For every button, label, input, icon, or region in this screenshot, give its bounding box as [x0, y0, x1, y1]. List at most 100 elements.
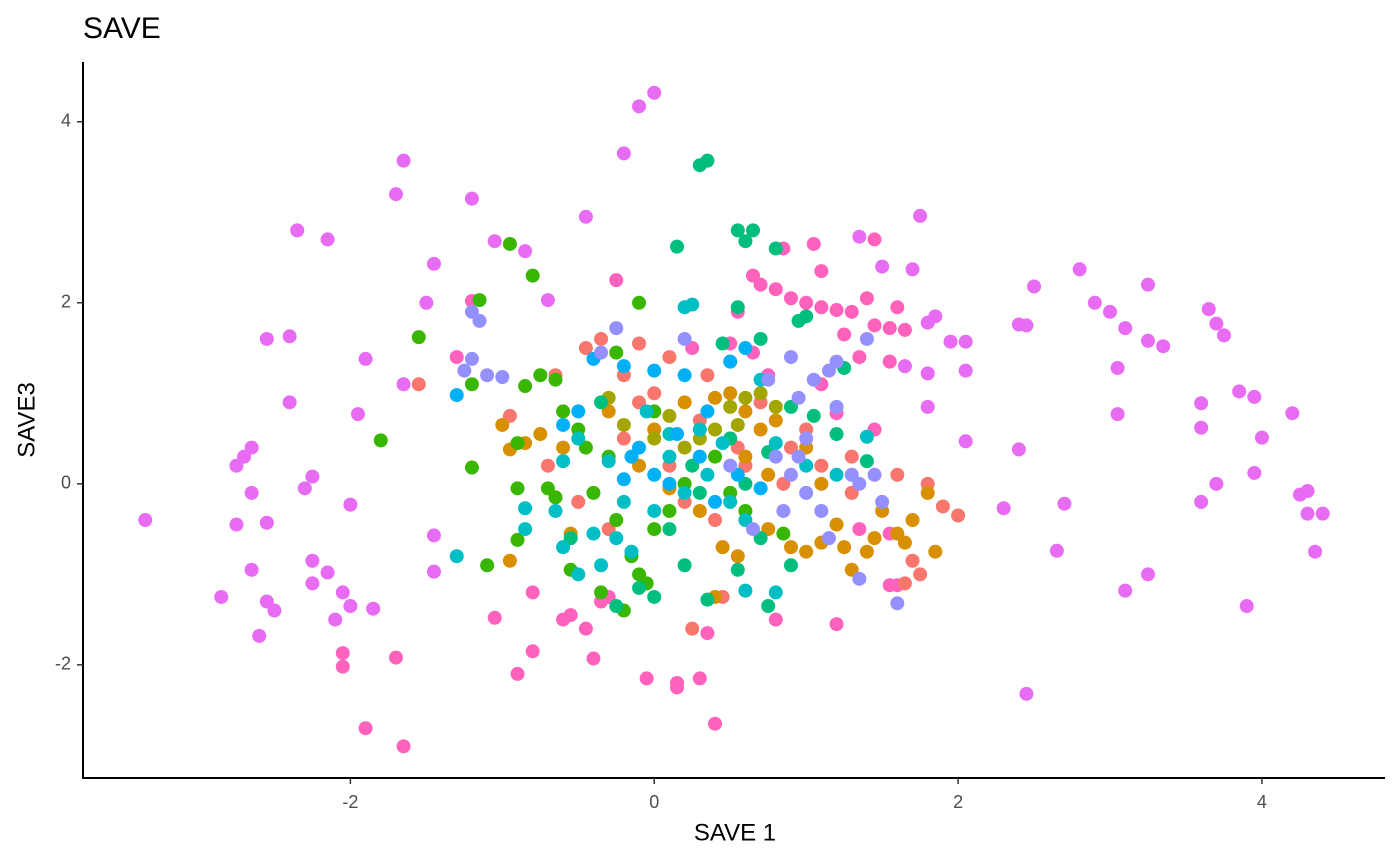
point [723, 399, 738, 414]
point [639, 671, 654, 686]
point [411, 377, 426, 392]
point [472, 313, 487, 328]
point [366, 601, 381, 616]
point [852, 571, 867, 586]
point [776, 526, 791, 541]
point [708, 716, 723, 731]
y-tick-label: 2 [61, 292, 71, 312]
point [852, 522, 867, 537]
point [700, 404, 715, 419]
y-axis-title: SAVE3 [13, 382, 40, 458]
point [426, 256, 441, 271]
point [495, 370, 510, 385]
point [768, 399, 783, 414]
point [867, 531, 882, 546]
point [290, 223, 305, 238]
point [799, 309, 814, 324]
point [586, 526, 601, 541]
point [540, 458, 555, 473]
point [1057, 496, 1072, 511]
point [388, 650, 403, 665]
point [1194, 420, 1209, 435]
point [829, 399, 844, 414]
x-tick-label: 0 [649, 792, 659, 812]
point [518, 522, 533, 537]
point [935, 499, 950, 514]
point [259, 331, 274, 346]
point [708, 422, 723, 437]
point [502, 236, 517, 251]
point [510, 481, 525, 496]
point [639, 404, 654, 419]
point [1315, 506, 1330, 521]
point [753, 422, 768, 437]
point [556, 540, 571, 555]
point [358, 721, 373, 736]
point [609, 599, 624, 614]
point [244, 485, 259, 500]
point [449, 350, 464, 365]
point [1194, 396, 1209, 411]
point [708, 449, 723, 464]
point [670, 675, 685, 690]
point [647, 522, 662, 537]
point [518, 501, 533, 516]
point [578, 341, 593, 356]
point [571, 431, 586, 446]
point [844, 449, 859, 464]
point [1011, 442, 1026, 457]
point [1201, 302, 1216, 317]
point [616, 494, 631, 509]
point [1308, 544, 1323, 559]
point [768, 585, 783, 600]
point [662, 350, 677, 365]
point [958, 434, 973, 449]
point [1019, 686, 1034, 701]
point [556, 454, 571, 469]
point [426, 528, 441, 543]
point [677, 331, 692, 346]
x-tick-label: 2 [953, 792, 963, 812]
point [829, 617, 844, 632]
point [1285, 406, 1300, 421]
point [905, 553, 920, 568]
point [1140, 277, 1155, 292]
point [229, 517, 244, 532]
point [426, 564, 441, 579]
point [890, 596, 905, 611]
point [305, 469, 320, 484]
point [1118, 583, 1133, 598]
point [556, 417, 571, 432]
point [449, 388, 464, 403]
point [1019, 318, 1034, 333]
point [335, 659, 350, 674]
point [647, 85, 662, 100]
point [525, 644, 540, 659]
point [685, 297, 700, 312]
point [814, 264, 829, 279]
point [616, 431, 631, 446]
point [1118, 321, 1133, 336]
point [320, 232, 335, 247]
point [1300, 484, 1315, 499]
point [745, 522, 760, 537]
point [548, 490, 563, 505]
point [662, 476, 677, 491]
point [897, 322, 912, 337]
point [799, 544, 814, 559]
point [692, 449, 707, 464]
point [396, 739, 411, 754]
point [578, 621, 593, 636]
point [1140, 333, 1155, 348]
point [662, 522, 677, 537]
point [814, 300, 829, 315]
point [525, 585, 540, 600]
point [480, 558, 495, 573]
point [859, 454, 874, 469]
point [806, 408, 821, 423]
point [844, 304, 859, 319]
point [692, 503, 707, 518]
point [852, 350, 867, 365]
point [859, 544, 874, 559]
point [464, 191, 479, 206]
